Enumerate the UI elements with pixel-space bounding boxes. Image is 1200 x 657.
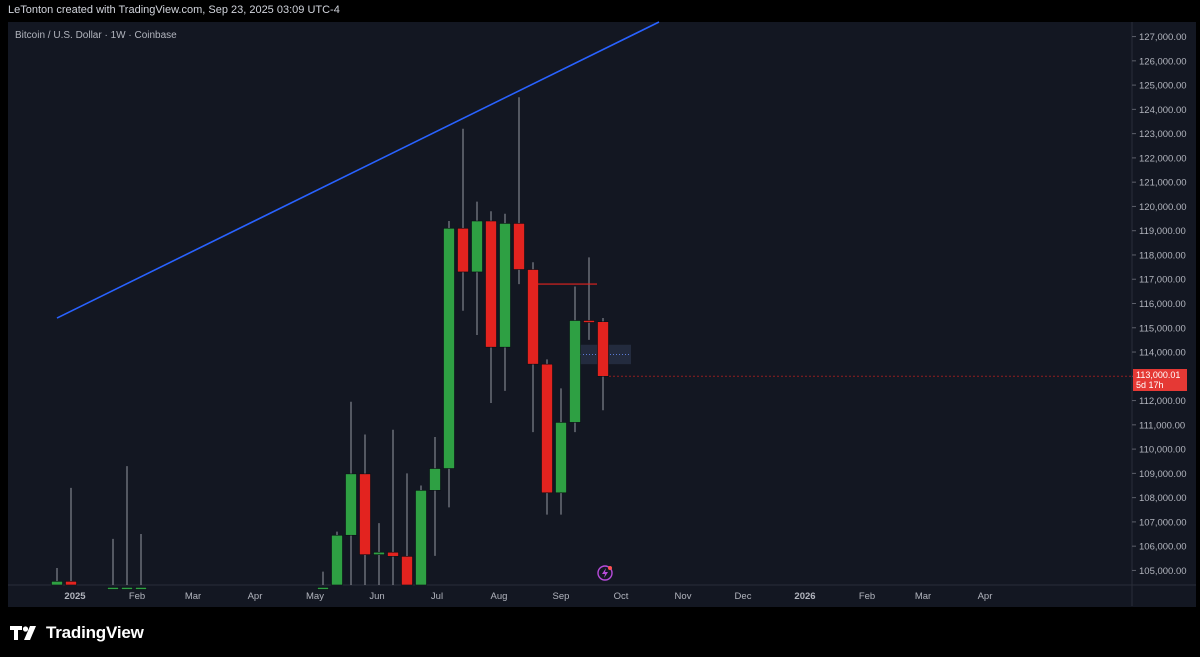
x-tick-label-8: Sep	[553, 591, 570, 602]
candle-body-24[interactable]	[583, 320, 595, 323]
y-tick-label-5: 110,000.00	[1139, 445, 1186, 456]
y-tick-label-12: 117,000.00	[1139, 275, 1186, 286]
y-tick-label-16: 121,000.00	[1139, 178, 1187, 189]
candle-body-3[interactable]	[121, 587, 133, 590]
candle-body-0[interactable]	[51, 581, 63, 586]
event-marker-dot-icon	[608, 566, 612, 570]
trendline[interactable]	[56, 21, 660, 319]
x-tick-label-9: Oct	[614, 591, 629, 602]
x-tick-label-14: Mar	[915, 591, 931, 602]
candle-body-15[interactable]	[457, 227, 469, 273]
event-marker-bolt-icon	[602, 568, 608, 578]
y-tick-label-13: 118,000.00	[1139, 250, 1186, 261]
x-tick-label-5: Jun	[369, 591, 384, 602]
candle-body-2[interactable]	[107, 587, 119, 590]
candle-body-25[interactable]	[597, 321, 609, 377]
candle-body-18[interactable]	[499, 223, 511, 348]
candle-body-4[interactable]	[135, 587, 147, 590]
x-tick-label-10: Nov	[675, 591, 692, 602]
x-tick-label-3: Apr	[248, 591, 263, 602]
candle-body-9[interactable]	[373, 551, 385, 555]
event-marker-icon[interactable]	[597, 565, 613, 581]
x-tick-label-2: Mar	[185, 591, 201, 602]
bar-countdown: 5d 17h	[1136, 380, 1164, 390]
x-tick-label-4: May	[306, 591, 324, 602]
candle-body-5[interactable]	[317, 587, 329, 590]
y-tick-label-11: 116,000.00	[1139, 299, 1186, 310]
y-tick-label-3: 108,000.00	[1139, 493, 1187, 504]
candle-body-16[interactable]	[471, 220, 483, 273]
chart-panel[interactable]	[8, 22, 1196, 607]
y-tick-label-6: 111,000.00	[1139, 420, 1185, 431]
y-tick-label-4: 109,000.00	[1139, 469, 1187, 480]
tradingview-logo-icon	[10, 626, 36, 640]
y-tick-label-14: 119,000.00	[1139, 226, 1186, 237]
y-tick-label-1: 106,000.00	[1139, 542, 1187, 553]
logo-text: TradingView	[46, 623, 144, 642]
candle-body-22[interactable]	[555, 422, 567, 494]
candle-body-20[interactable]	[527, 269, 539, 365]
x-tick-label-12: 2026	[794, 591, 815, 602]
y-tick-label-22: 127,000.00	[1139, 32, 1187, 43]
y-tick-label-19: 124,000.00	[1139, 105, 1187, 116]
y-tick-label-21: 126,000.00	[1139, 56, 1187, 67]
candle-body-1[interactable]	[65, 581, 77, 586]
y-tick-label-7: 112,000.00	[1139, 396, 1186, 407]
last-price-tag: 113,000.01 5d 17h	[1133, 369, 1187, 391]
candle-body-8[interactable]	[359, 473, 371, 555]
x-tick-label-7: Aug	[491, 591, 508, 602]
x-tick-label-11: Dec	[735, 591, 752, 602]
candle-body-23[interactable]	[569, 320, 581, 423]
y-tick-label-18: 123,000.00	[1139, 129, 1187, 140]
y-tick-label-2: 107,000.00	[1139, 517, 1187, 528]
candle-body-7[interactable]	[345, 473, 357, 536]
y-tick-label-9: 114,000.00	[1139, 348, 1186, 359]
attribution-bar: LeTonton created with TradingView.com, S…	[0, 0, 1200, 22]
y-tick-label-10: 115,000.00	[1139, 323, 1186, 334]
tradingview-logo[interactable]: TradingView	[10, 623, 144, 643]
x-tick-label-6: Jul	[431, 591, 443, 602]
y-tick-label-15: 120,000.00	[1139, 202, 1187, 213]
candle-body-6[interactable]	[331, 534, 343, 586]
x-tick-label-15: Apr	[978, 591, 993, 602]
x-tick-label-1: Feb	[129, 591, 145, 602]
candle-body-13[interactable]	[429, 468, 441, 491]
candle-body-21[interactable]	[541, 363, 553, 494]
x-tick-label-0: 2025	[64, 591, 86, 602]
footer	[0, 607, 1200, 657]
x-tick-label-13: Feb	[859, 591, 875, 602]
candle-body-12[interactable]	[415, 490, 427, 586]
y-tick-label-17: 122,000.00	[1139, 153, 1187, 164]
candle-body-10[interactable]	[387, 551, 399, 557]
candle-body-17[interactable]	[485, 220, 497, 348]
candle-body-19[interactable]	[513, 223, 525, 270]
candle-body-14[interactable]	[443, 227, 455, 469]
attribution-text: LeTonton created with TradingView.com, S…	[8, 4, 340, 16]
last-price-value: 113,000.01	[1136, 370, 1181, 380]
y-tick-label-0: 105,000.00	[1139, 566, 1187, 577]
candle-body-11[interactable]	[401, 556, 413, 586]
symbol-title[interactable]: Bitcoin / U.S. Dollar · 1W · Coinbase	[15, 30, 177, 41]
y-tick-label-20: 125,000.00	[1139, 81, 1187, 92]
